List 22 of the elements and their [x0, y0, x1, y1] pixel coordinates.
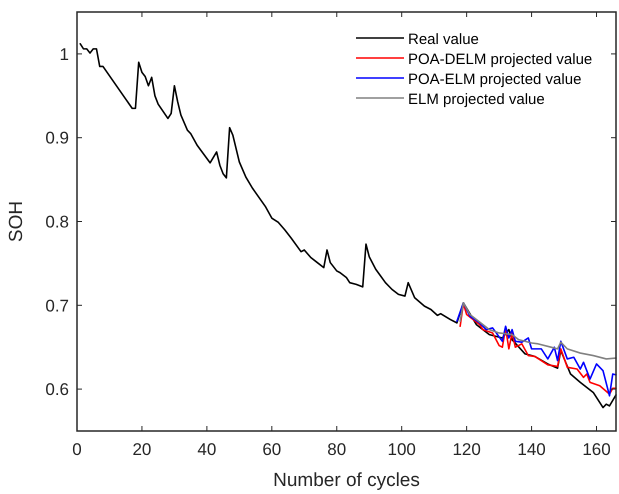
x-tick-label: 20	[132, 440, 152, 459]
x-tick-label: 160	[582, 440, 611, 459]
x-tick-label: 80	[327, 440, 346, 459]
x-tick-label: 120	[452, 440, 481, 459]
x-tick-label: 100	[388, 440, 416, 459]
legend-label: Real value	[408, 31, 479, 48]
legend-label: ELM projected value	[408, 91, 545, 108]
y-axis-title: SOH	[6, 200, 27, 242]
x-tick-label: 140	[517, 440, 546, 459]
x-tick-label: 0	[72, 440, 82, 459]
x-tick-label: 60	[262, 440, 282, 459]
y-tick-label: 0.9	[45, 128, 69, 148]
legend-label: POA-DELM projected value	[408, 51, 592, 68]
y-tick-label: 0.8	[45, 212, 69, 232]
x-tick-label: 40	[197, 440, 216, 459]
x-axis-title: Number of cycles	[273, 470, 420, 491]
legend-label: POA-ELM projected value	[408, 71, 582, 88]
line-series	[459, 302, 617, 360]
line-series	[79, 43, 617, 408]
y-tick-label: 0.7	[45, 296, 69, 316]
y-tick-label: 1	[60, 44, 69, 64]
y-tick-label: 0.6	[45, 380, 69, 400]
